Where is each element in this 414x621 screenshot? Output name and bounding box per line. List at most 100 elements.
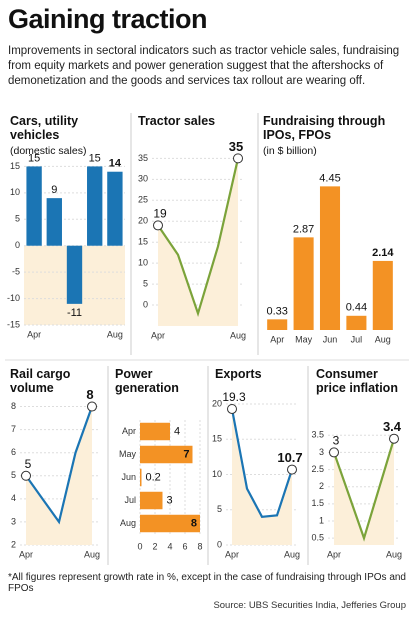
bar <box>140 514 200 533</box>
y-tick-label: 15 <box>10 161 20 171</box>
value-label: 19 <box>153 207 167 221</box>
y-tick-label: 5 <box>143 278 148 288</box>
value-label: 7 <box>183 448 189 460</box>
title: Gaining traction <box>8 4 208 34</box>
panel-subtitle: (domestic sales) <box>10 145 87 157</box>
y-tick-label: Apr <box>122 426 136 436</box>
y-tick-label: 10 <box>138 258 148 268</box>
x-tick-label: Aug <box>230 330 246 340</box>
y-tick-label: -5 <box>12 267 20 277</box>
bar <box>107 171 123 246</box>
line <box>332 438 396 542</box>
x-tick-label: Aug <box>375 334 391 344</box>
value-label: 4.45 <box>319 172 340 184</box>
endpoint-marker <box>389 433 399 444</box>
x-tick-label: Apr <box>27 329 41 339</box>
value-label: 5 <box>25 457 32 471</box>
y-tick-label: May <box>119 449 137 459</box>
value-label: 35 <box>229 139 243 154</box>
value-label: 8 <box>86 387 93 402</box>
y-tick-label: Jul <box>124 495 136 505</box>
bar <box>346 315 367 330</box>
y-tick-label: 0 <box>143 299 148 309</box>
bar <box>26 166 42 246</box>
x-tick-label: 0 <box>137 541 142 551</box>
endpoint-marker <box>233 153 243 164</box>
y-tick-label: 10 <box>212 469 222 479</box>
bar <box>46 198 62 246</box>
value-label: 8 <box>191 517 197 529</box>
value-label: 4 <box>174 425 180 437</box>
value-label: 2.87 <box>293 223 314 235</box>
x-tick-label: 8 <box>197 541 202 551</box>
y-tick-label: 20 <box>212 398 222 408</box>
x-tick-label: Apr <box>151 330 165 340</box>
line <box>230 408 294 518</box>
bar <box>319 186 341 330</box>
y-tick-label: 0 <box>15 240 20 250</box>
bar <box>293 237 314 330</box>
value-label: -11 <box>67 307 82 319</box>
x-tick-label: Aug <box>107 329 123 339</box>
area <box>26 406 92 545</box>
bar <box>140 468 142 487</box>
line <box>157 158 240 318</box>
value-label: 2.14 <box>372 247 394 259</box>
value-label: 14 <box>109 158 122 170</box>
y-tick-label: 10 <box>10 187 20 197</box>
endpoint-marker <box>287 464 297 475</box>
area <box>334 438 394 545</box>
value-label: 0.44 <box>346 302 367 314</box>
y-tick-label: 35 <box>138 153 148 163</box>
endpoint-marker <box>153 220 163 231</box>
y-tick-label: 20 <box>138 216 148 226</box>
y-tick-label: 25 <box>138 195 148 205</box>
panel-title: Rail cargo volume <box>10 367 71 395</box>
panel-title: Exports <box>215 367 262 381</box>
y-tick-label: Aug <box>120 518 136 528</box>
x-tick-label: Aug <box>284 549 300 559</box>
panel-title: Cars, utility vehicles (domestic sales) <box>10 114 130 158</box>
endpoint-marker <box>87 401 97 412</box>
subtitle: Improvements in sectoral indicators such… <box>8 45 400 87</box>
value-label: 3.4 <box>383 419 402 434</box>
value-label: 0.33 <box>266 305 287 317</box>
x-tick-label: 6 <box>182 541 187 551</box>
area <box>232 408 292 545</box>
panel-title: Power generation <box>115 367 179 395</box>
y-tick-label: 15 <box>212 434 222 444</box>
x-tick-label: Apr <box>327 549 341 559</box>
endpoint-marker <box>329 447 339 458</box>
y-tick-label: 3.5 <box>311 430 324 440</box>
panel-title: Consumer price inflation <box>316 367 398 395</box>
y-tick-label: 5 <box>15 214 20 224</box>
x-tick-label: Apr <box>19 549 33 559</box>
value-label: 3 <box>167 494 173 506</box>
y-tick-label: 2 <box>11 539 16 549</box>
bar <box>87 166 103 246</box>
y-tick-label: 5 <box>217 504 222 514</box>
x-tick-label: Apr <box>270 334 284 344</box>
value-label: 15 <box>28 152 40 164</box>
bar <box>140 445 193 464</box>
panel-title: Fundraising through IPOs, FPOs (in $ bill… <box>263 114 408 158</box>
x-tick-label: Jun <box>323 334 338 344</box>
y-tick-label: 0 <box>217 539 222 549</box>
footnote: *All figures represent growth rate in %,… <box>8 572 406 594</box>
y-tick-label: 0.5 <box>311 533 324 543</box>
x-tick-label: Aug <box>386 549 402 559</box>
x-tick-label: Apr <box>225 549 239 559</box>
y-tick-label: 3 <box>11 516 16 526</box>
x-tick-label: Jul <box>351 334 363 344</box>
x-tick-label: 4 <box>167 541 172 551</box>
x-tick-label: 2 <box>152 541 157 551</box>
y-tick-label: -15 <box>7 319 20 329</box>
value-label: 10.7 <box>277 450 302 465</box>
endpoint-marker <box>227 403 237 414</box>
y-tick-label: 5 <box>11 470 16 480</box>
area <box>158 158 238 326</box>
panel-title: Tractor sales <box>138 114 216 128</box>
panel-subtitle: (in $ billion) <box>263 145 317 157</box>
